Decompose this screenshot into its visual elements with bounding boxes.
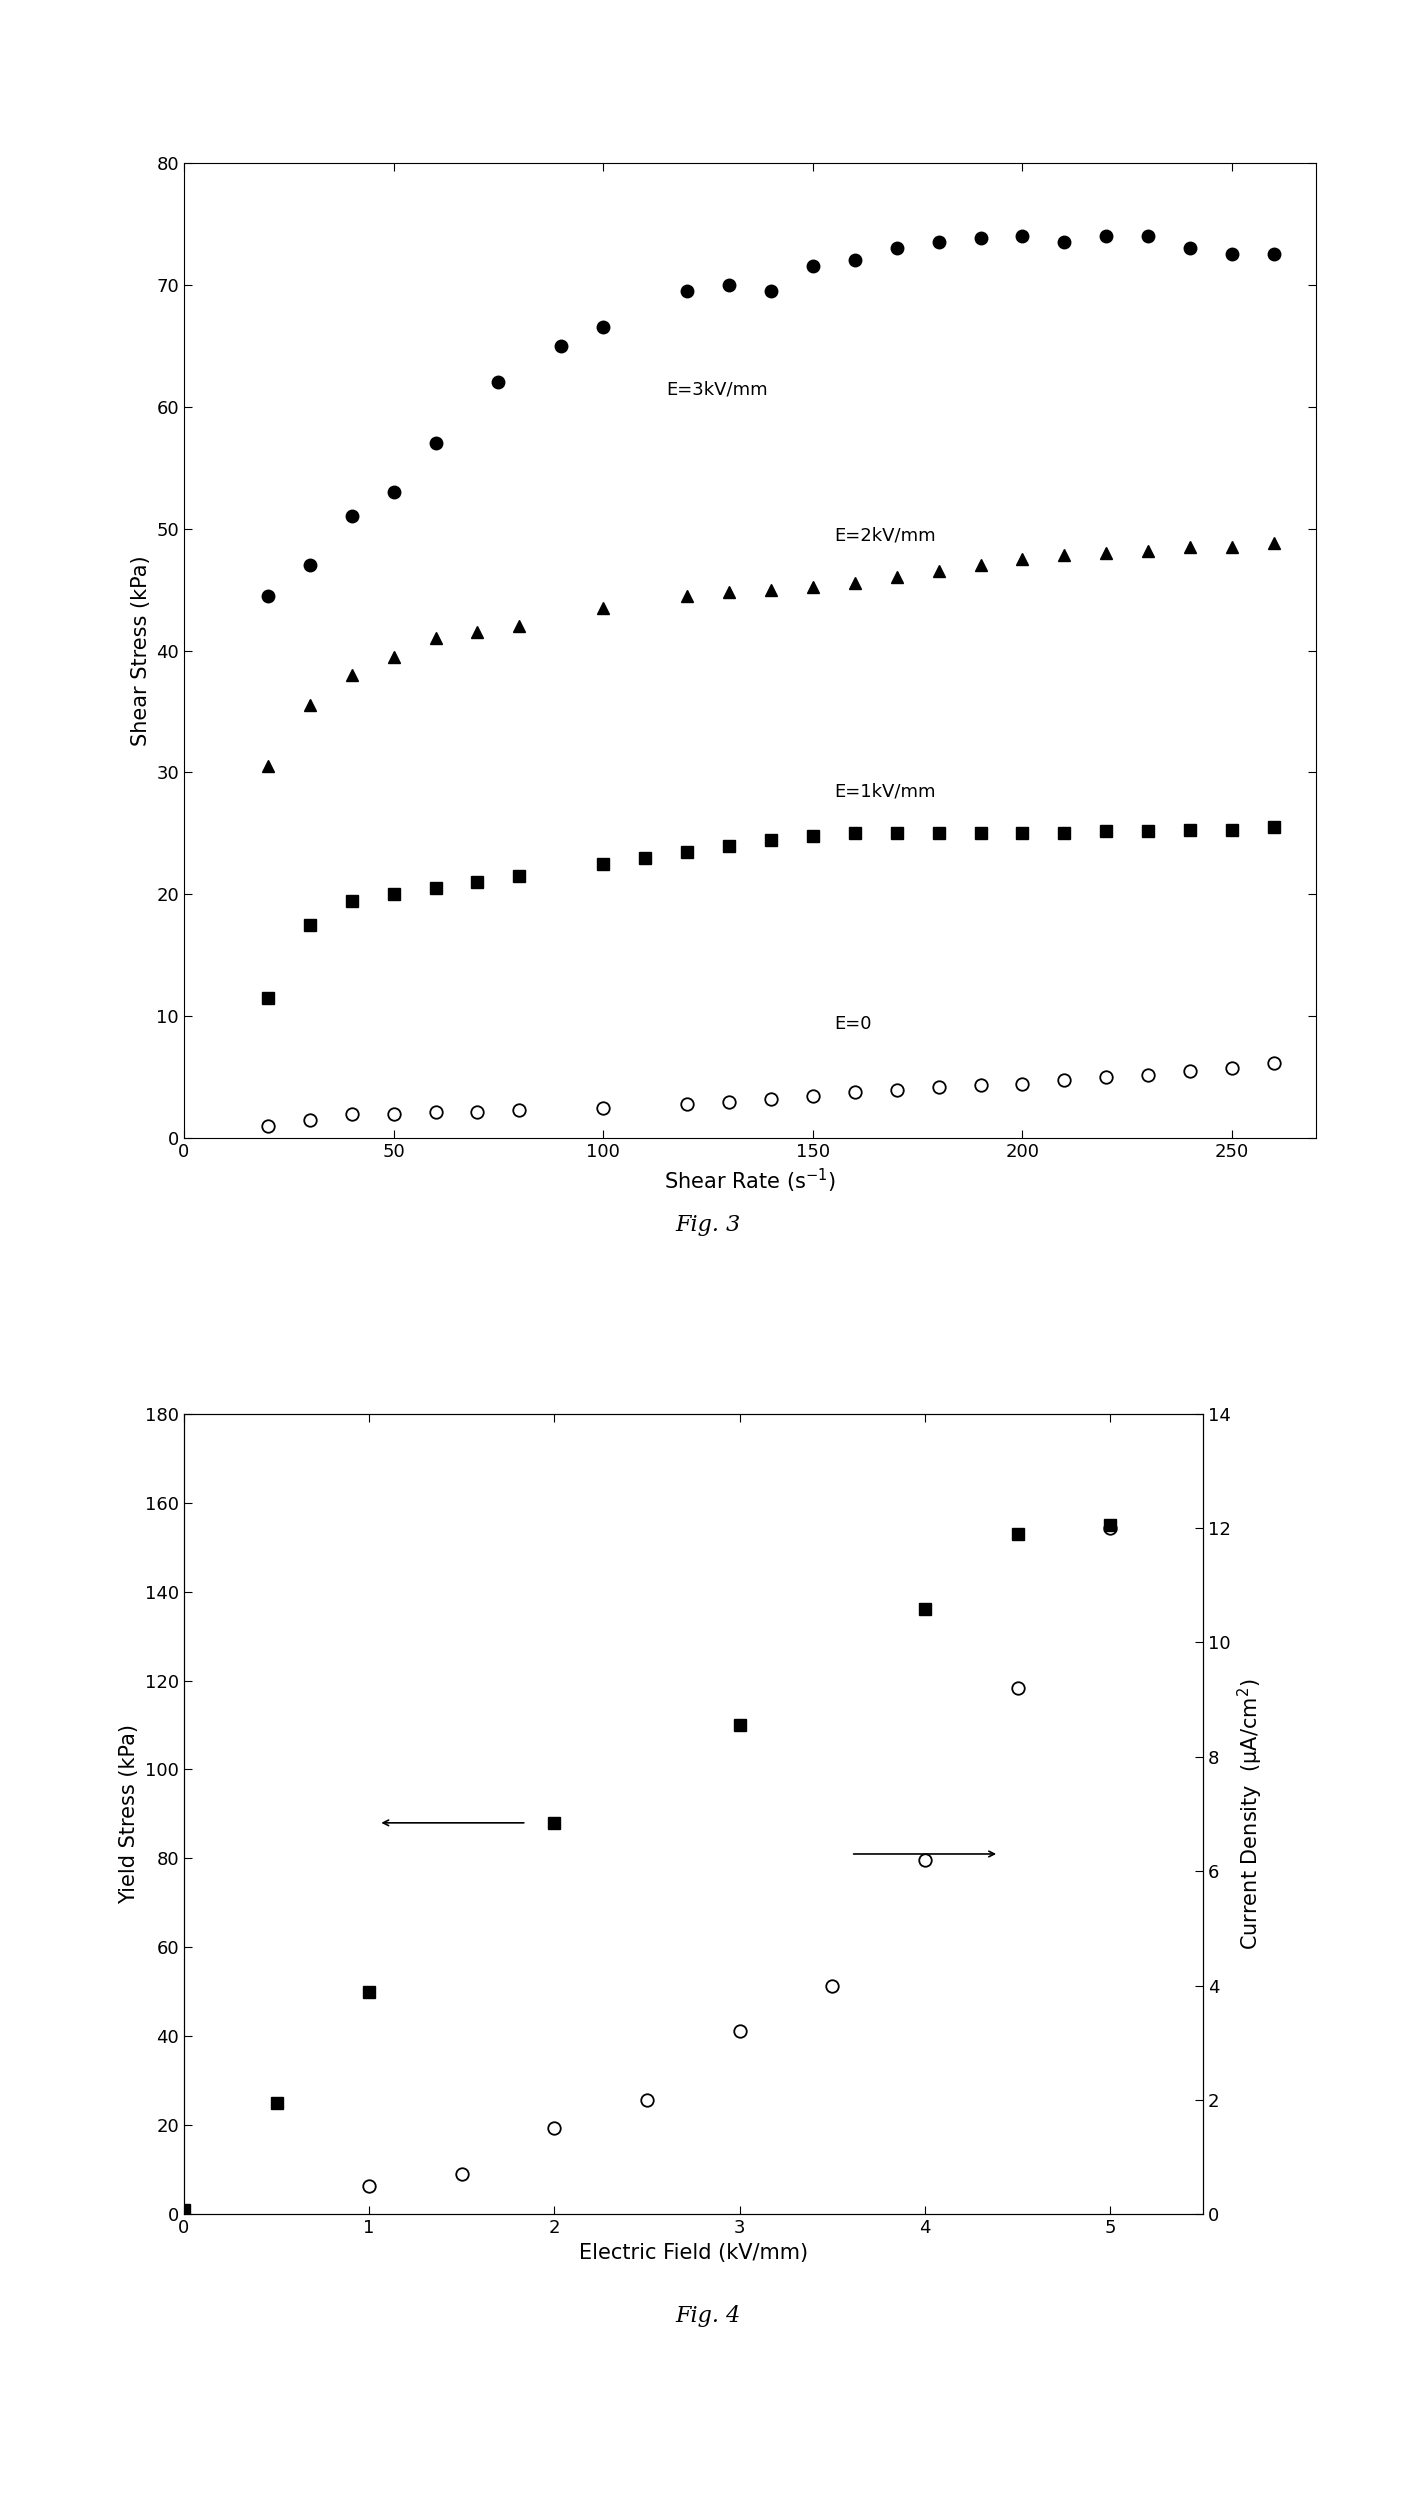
X-axis label: Shear Rate ($\mathregular{s^{-1}}$): Shear Rate ($\mathregular{s^{-1}}$) xyxy=(664,1166,836,1196)
Text: Fig. 4: Fig. 4 xyxy=(675,2304,740,2327)
Text: E=0: E=0 xyxy=(833,1016,872,1033)
Text: E=1kV/mm: E=1kV/mm xyxy=(833,783,935,801)
Text: Fig. 3: Fig. 3 xyxy=(675,1213,740,1236)
Text: E=3kV/mm: E=3kV/mm xyxy=(666,380,768,398)
Y-axis label: Shear Stress (kPa): Shear Stress (kPa) xyxy=(130,555,151,746)
Y-axis label: Current Density  ($\mathregular{\mu}$A/cm$^{2}$): Current Density ($\mathregular{\mu}$A/cm… xyxy=(1237,1679,1265,1949)
X-axis label: Electric Field (kV/mm): Electric Field (kV/mm) xyxy=(579,2242,808,2262)
Text: E=2kV/mm: E=2kV/mm xyxy=(833,528,935,545)
Y-axis label: Yield Stress (kPa): Yield Stress (kPa) xyxy=(119,1724,140,1904)
